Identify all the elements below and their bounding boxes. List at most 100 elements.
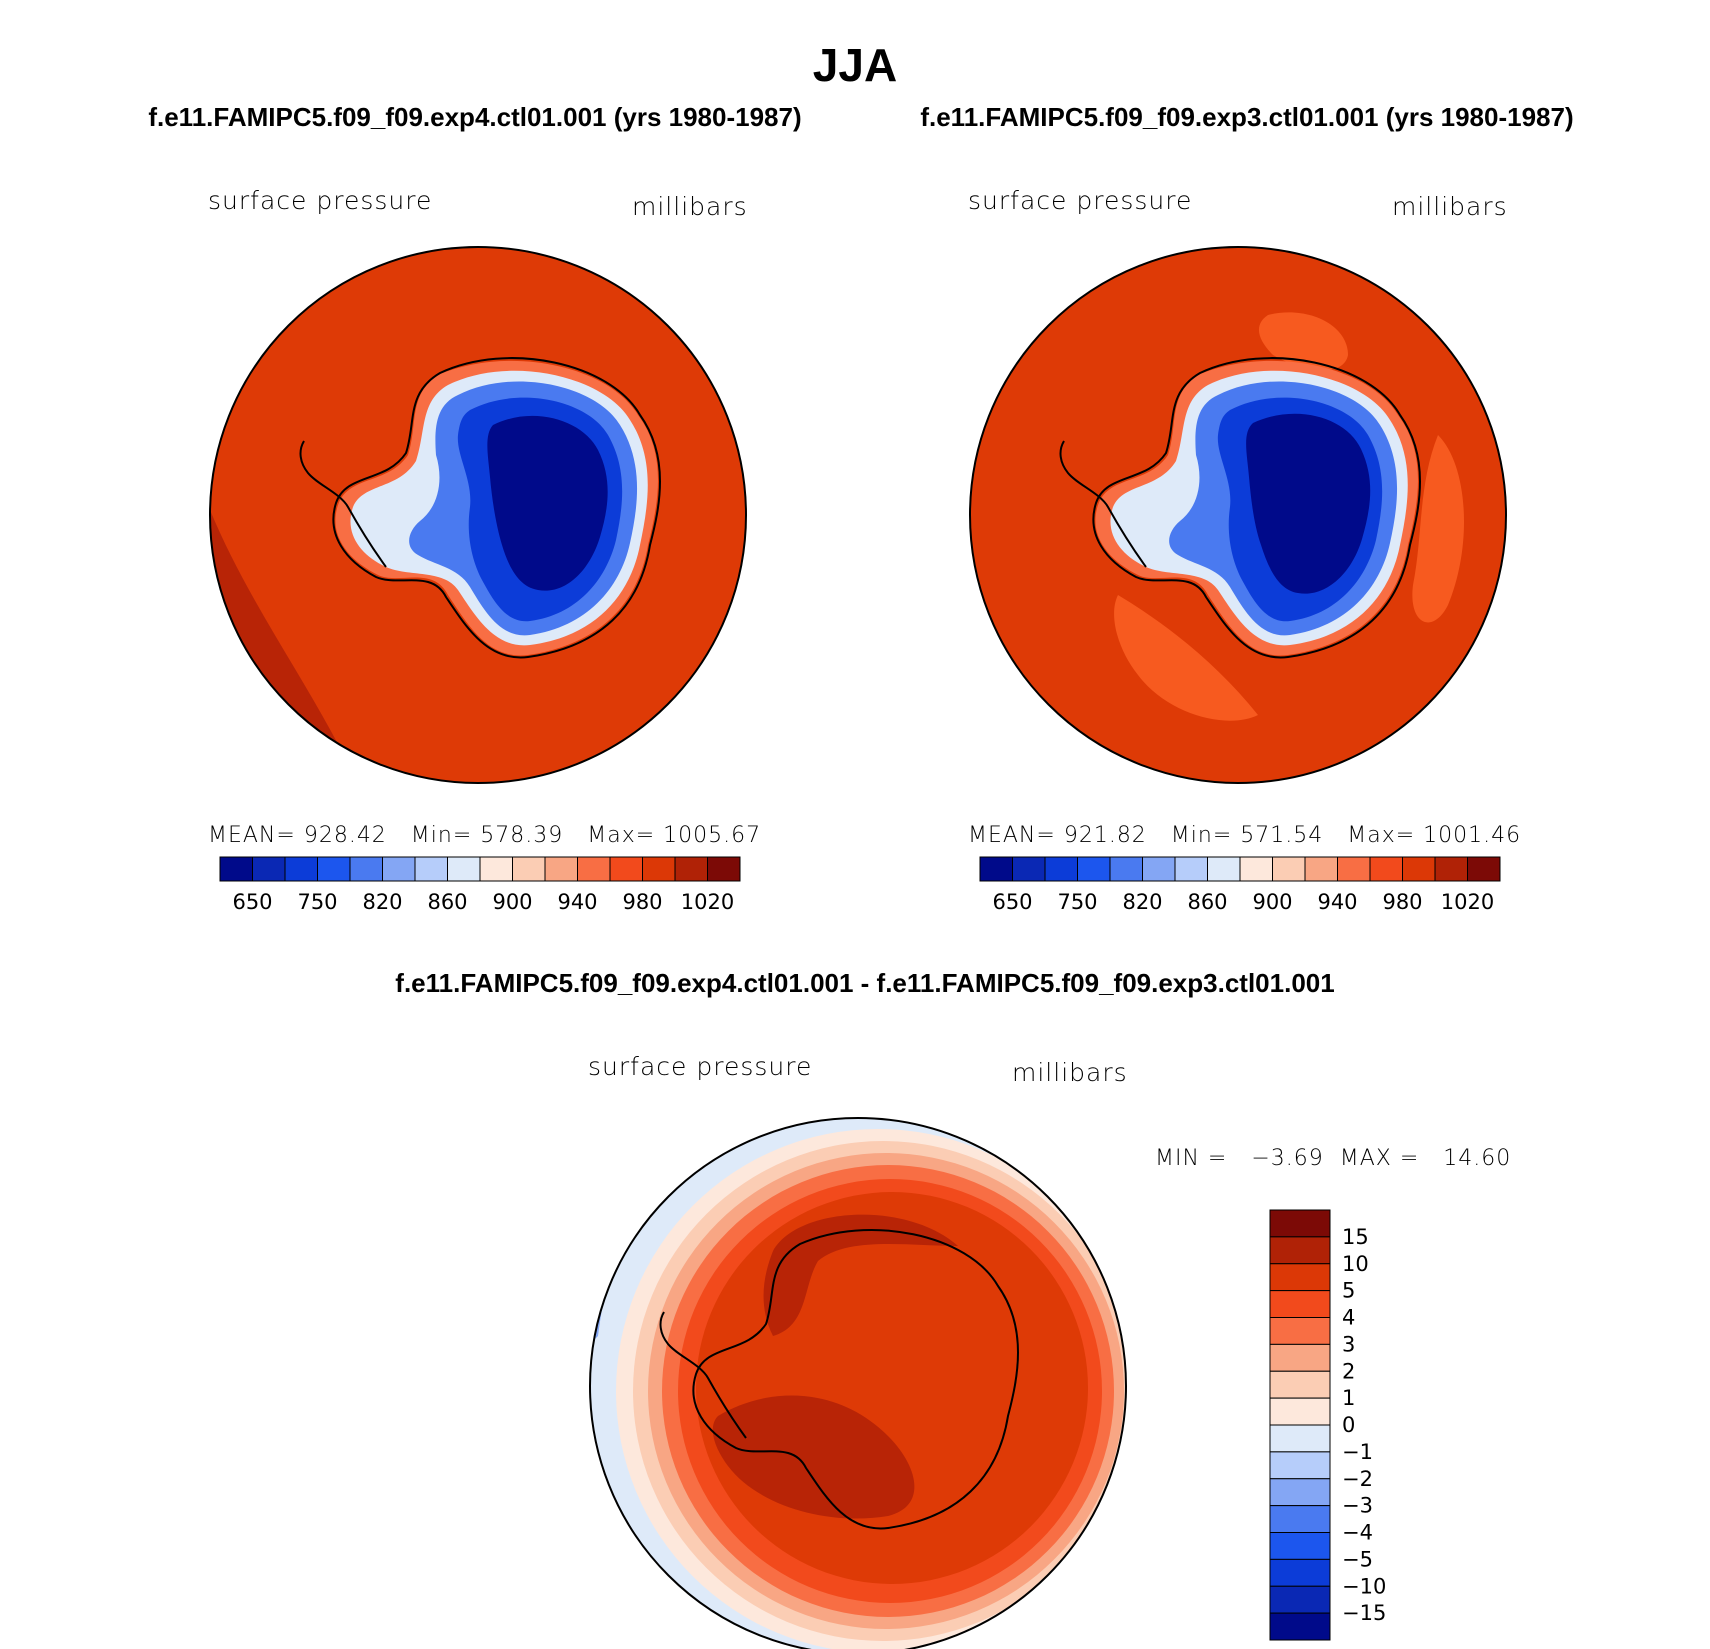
colorbar-swatch — [544, 856, 578, 882]
mean-label: MEAN= — [968, 823, 1056, 848]
panel-title-right: f.e11.FAMIPC5.f09_f09.exp3.ctl01.001 (yr… — [920, 102, 1574, 132]
colorbar-tick-label: −10 — [1342, 1574, 1386, 1598]
colorbar-tick-label: 1020 — [681, 890, 734, 914]
max-value: 1005.67 — [663, 823, 762, 848]
polar-map-right — [969, 246, 1507, 784]
colorbar-tick-label: 980 — [622, 890, 662, 914]
colorbar-tick-label: 820 — [362, 890, 402, 914]
colorbar-swatch — [1369, 856, 1403, 882]
colorbar-swatch — [1269, 1263, 1331, 1292]
polar-map-diff — [589, 1117, 1127, 1649]
colorbar-swatch — [1142, 856, 1176, 882]
min-label: MIN = — [1155, 1146, 1228, 1171]
colorbar-swatch — [577, 856, 611, 882]
units-label-left: millibars — [632, 192, 748, 221]
low-pressure-patch-east — [1412, 435, 1465, 623]
colorbar-swatch — [1434, 856, 1468, 882]
high-anomaly-north — [763, 1214, 958, 1336]
colorbar-tick-label: 1020 — [1441, 890, 1494, 914]
colorbar-swatch — [447, 856, 481, 882]
colorbar-tick-label: 820 — [1122, 890, 1162, 914]
colorbar-tick-label: 900 — [1252, 890, 1292, 914]
min-value: 578.39 — [480, 823, 564, 848]
colorbar-swatch — [1269, 1558, 1331, 1587]
colorbar-swatch — [1337, 856, 1371, 882]
low-pressure-patch-north — [1258, 312, 1348, 371]
colorbar-swatch — [1269, 1317, 1331, 1345]
map-boundary — [589, 1117, 1127, 1649]
colorbar-swatch — [1269, 1478, 1331, 1507]
colorbar-swatch — [1304, 856, 1338, 882]
mean-value: 921.82 — [1063, 823, 1147, 848]
colorbar-swatch — [1269, 1612, 1331, 1641]
variable-label-diff: surface pressure — [588, 1052, 813, 1081]
units-label-right: millibars — [1392, 192, 1508, 221]
colorbar-swatch — [1044, 856, 1078, 882]
map-boundary — [969, 246, 1507, 784]
colorbar-swatch — [642, 856, 676, 882]
polar-map-left — [209, 246, 747, 784]
field-ring-6 — [696, 1192, 1088, 1584]
colorbar-left: 650 750 820 860 900 940 980 1020 — [219, 856, 741, 914]
max-label: Max= — [587, 823, 656, 848]
colorbar-swatch — [1109, 856, 1143, 882]
colorbar-swatch — [1174, 856, 1208, 882]
min-value: 571.54 — [1240, 823, 1324, 848]
colorbar-swatch — [1012, 856, 1046, 882]
antarctica-field — [1095, 360, 1418, 656]
max-value: 14.60 — [1443, 1146, 1512, 1171]
colorbar-tick-label: 0 — [1342, 1413, 1355, 1437]
colorbar-tick-label: 860 — [1187, 890, 1227, 914]
colorbar-tick-label: 940 — [557, 890, 597, 914]
mean-value: 928.42 — [303, 823, 387, 848]
max-label: Max= — [1347, 823, 1416, 848]
colorbar-swatch — [1269, 1236, 1331, 1265]
stats-right: MEAN= 921.82 Min= 571.54 Max= 1001.46 — [968, 823, 1521, 848]
colorbar-tick-label: 1 — [1342, 1386, 1355, 1410]
mean-label: MEAN= — [208, 823, 296, 848]
colorbar-tick-label: −1 — [1342, 1440, 1373, 1464]
colorbar-tick-label: 5 — [1342, 1279, 1355, 1303]
max-label: MAX = — [1339, 1146, 1420, 1171]
colorbar-tick-label: 15 — [1342, 1225, 1369, 1249]
coastline — [1092, 357, 1421, 659]
colorbar-swatch — [1077, 856, 1111, 882]
peninsula-coastline — [299, 440, 387, 568]
colorbar-swatch — [317, 856, 351, 882]
colorbar-swatch — [1269, 1424, 1331, 1453]
peninsula-coastline — [659, 1311, 747, 1439]
min-value: −3.69 — [1251, 1146, 1324, 1171]
colorbar-tick-label: −5 — [1342, 1547, 1373, 1571]
colorbar-swatch — [1272, 856, 1306, 882]
colorbar-swatch — [1269, 1451, 1331, 1480]
stats-left: MEAN= 928.42 Min= 578.39 Max= 1005.67 — [208, 823, 761, 848]
colorbar-swatch — [674, 856, 708, 882]
colorbar-tick-label: 750 — [1057, 890, 1097, 914]
variable-label-right: surface pressure — [968, 186, 1193, 215]
colorbar-tick-label: 650 — [232, 890, 272, 914]
antarctica-field — [335, 360, 658, 656]
colorbar-tick-label: 980 — [1382, 890, 1422, 914]
map-boundary — [209, 246, 747, 784]
colorbar-swatch — [1269, 1290, 1331, 1318]
colorbar-tick-label: 10 — [1342, 1252, 1369, 1276]
colorbar-tick-label: −15 — [1342, 1601, 1386, 1625]
colorbar-tick-label: 4 — [1342, 1306, 1355, 1330]
colorbar-swatch — [1269, 1585, 1331, 1614]
min-label: Min= — [410, 823, 473, 848]
high-anomaly-south — [712, 1395, 915, 1519]
colorbar-swatch — [1269, 1505, 1331, 1533]
coastline — [332, 357, 661, 659]
colorbar-tick-label: 750 — [297, 890, 337, 914]
colorbar-swatch — [1402, 856, 1436, 882]
colorbar-swatch — [349, 856, 383, 882]
colorbar-swatch — [284, 856, 318, 882]
colorbar-tick-label: 900 — [492, 890, 532, 914]
panel-title-diff: f.e11.FAMIPC5.f09_f09.exp4.ctl01.001 - f… — [395, 968, 1335, 998]
colorbar-swatch — [1467, 856, 1501, 882]
colorbar-tick-label: −3 — [1342, 1494, 1373, 1518]
colorbar-swatch — [1239, 856, 1273, 882]
colorbar-swatch — [1269, 1532, 1331, 1560]
colorbar-swatch — [252, 856, 286, 882]
peninsula-coastline — [1059, 440, 1147, 568]
